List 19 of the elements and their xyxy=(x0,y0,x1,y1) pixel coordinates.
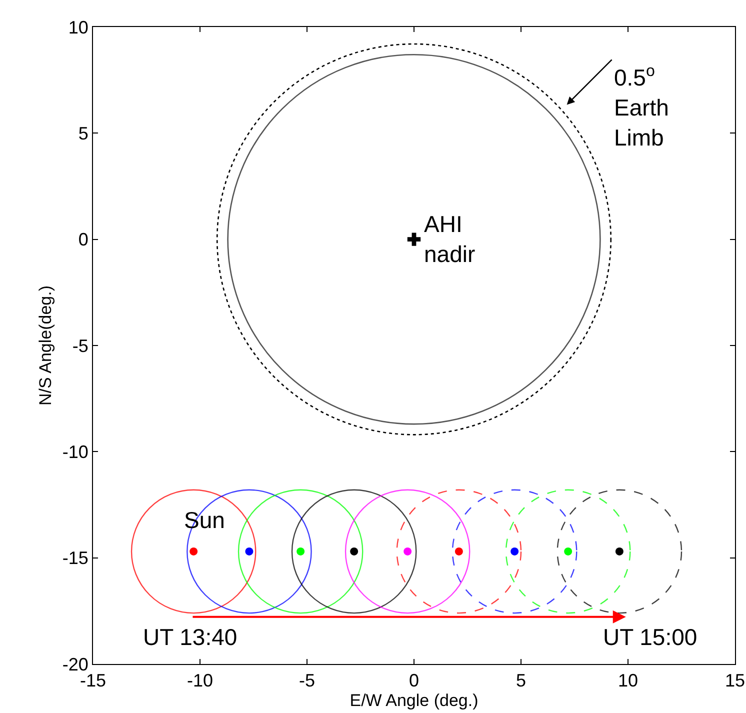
x-tick-label: 0 xyxy=(408,670,420,691)
annotation: AHI nadir xyxy=(424,211,476,267)
x-tick-label: 10 xyxy=(618,670,638,691)
annotation: UT 15:00 xyxy=(603,624,698,650)
annotation: 0.5$^{o}$ Earth Limb xyxy=(614,62,669,150)
y-tick-label: -5 xyxy=(72,336,88,356)
y-axis-title: N/S Angle(deg.) xyxy=(36,285,55,406)
x-axis-title: E/W Angle (deg.) xyxy=(350,691,478,710)
y-tick-label: -20 xyxy=(62,654,88,674)
y-tick-label: 10 xyxy=(68,17,88,38)
x-tick-label: -10 xyxy=(186,670,214,691)
x-tick-label: -5 xyxy=(298,670,316,691)
x-tick-label: 5 xyxy=(516,670,526,691)
y-tick-label: -10 xyxy=(62,442,88,462)
y-tick-label: 0 xyxy=(78,230,88,250)
annotation: UT 13:40 xyxy=(143,624,238,650)
x-tick-label: 15 xyxy=(724,670,746,691)
y-tick-label: -15 xyxy=(62,548,88,568)
y-tick-label: 5 xyxy=(78,123,88,144)
